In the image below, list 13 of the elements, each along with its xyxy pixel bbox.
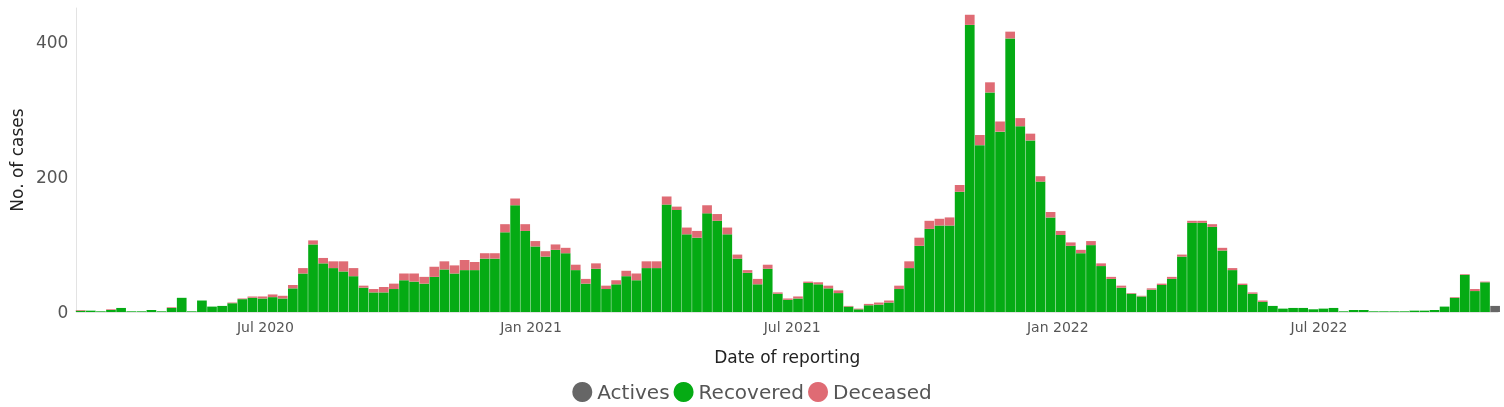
x-axis-title: Date of reporting [714, 346, 861, 367]
x-tick-label: Jan 2021 [499, 319, 562, 335]
legend-label: Recovered [698, 380, 805, 404]
y-tick-label: 400 [35, 31, 69, 52]
legend-label: Actives [597, 380, 670, 404]
y-tick-label: 0 [57, 302, 69, 322]
x-tick-label: Jul 2022 [1289, 319, 1348, 335]
y-tick-label: 200 [35, 166, 69, 187]
x-tick-label: Jan 2022 [1025, 319, 1089, 335]
legend-label: Deceased [833, 380, 932, 404]
x-tick-label: Jul 2020 [235, 319, 294, 335]
x-tick-label: Jul 2021 [762, 319, 821, 335]
y-axis-title: No. of cases [6, 108, 27, 212]
